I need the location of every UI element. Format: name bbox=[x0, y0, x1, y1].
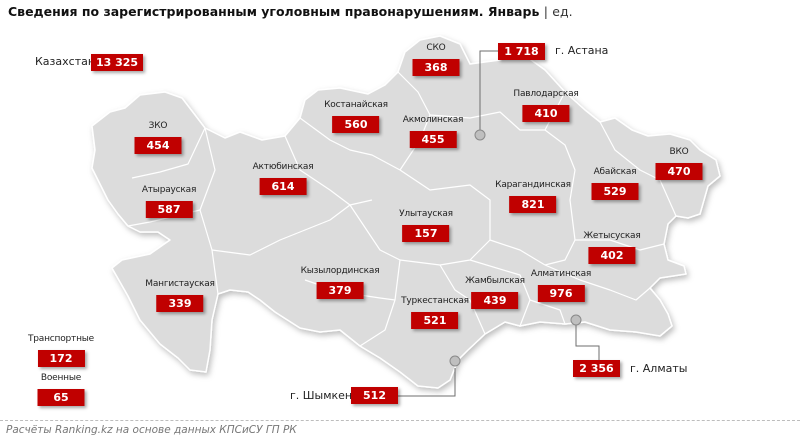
total-label: Казахстан bbox=[35, 55, 96, 68]
region-name: ЗКО bbox=[148, 121, 168, 131]
astana-value-badge: 1 718 bbox=[498, 43, 545, 60]
region-name: Павлодарская bbox=[513, 89, 579, 99]
astana-leader-line bbox=[479, 50, 498, 131]
astana-marker-icon bbox=[474, 129, 486, 141]
region-value-badge: 976 bbox=[537, 285, 585, 302]
region-sko: СКО 368 bbox=[412, 43, 460, 76]
shymkent-label: г. Шымкент bbox=[290, 389, 359, 402]
region-value-badge: 529 bbox=[591, 183, 639, 200]
region-value-badge: 560 bbox=[332, 116, 380, 133]
title-separator: | bbox=[543, 4, 548, 19]
region-mangistau: Мангистауская 339 bbox=[145, 279, 215, 312]
region-value-badge: 455 bbox=[409, 131, 457, 148]
title-unit: ед. bbox=[552, 4, 573, 19]
region-name: СКО bbox=[426, 43, 446, 53]
almaty-label: г. Алматы bbox=[630, 362, 688, 375]
region-value-badge: 402 bbox=[588, 247, 636, 264]
region-value-badge: 587 bbox=[145, 201, 193, 218]
region-zko: ЗКО 454 bbox=[134, 121, 182, 154]
region-value-badge: 821 bbox=[509, 196, 557, 213]
region-name: Жетысуская bbox=[583, 231, 641, 241]
region-almaty-oblast: Алматинская 976 bbox=[531, 269, 591, 302]
region-name: Абайская bbox=[593, 167, 637, 177]
region-name: Мангистауская bbox=[145, 279, 215, 289]
region-ulytau: Улытауская 157 bbox=[399, 209, 453, 242]
almaty-leader-line bbox=[575, 324, 600, 360]
almaty-value-badge: 2 356 bbox=[573, 360, 620, 377]
category-military: Военные 65 bbox=[37, 373, 85, 406]
region-aktobe: Актюбинская 614 bbox=[253, 162, 314, 195]
region-abai: Абайская 529 bbox=[591, 167, 639, 200]
region-akmola: Акмолинская 455 bbox=[402, 115, 464, 148]
region-name: Актюбинская bbox=[252, 162, 314, 172]
shymkent-value-badge: 512 bbox=[351, 387, 398, 404]
region-vko: ВКО 470 bbox=[655, 147, 703, 180]
category-value-badge: 65 bbox=[37, 389, 85, 406]
region-name: Костанайская bbox=[324, 100, 388, 110]
region-value-badge: 454 bbox=[134, 137, 182, 154]
title-text: Сведения по зарегистрированным уголовным… bbox=[8, 4, 540, 19]
region-atyrau: Атырауская 587 bbox=[142, 185, 196, 218]
region-value-badge: 379 bbox=[316, 282, 364, 299]
region-turkestan: Туркестанская 521 bbox=[401, 296, 469, 329]
category-name: Военные bbox=[40, 373, 82, 383]
region-value-badge: 339 bbox=[156, 295, 204, 312]
category-transport: Транспортные 172 bbox=[28, 334, 94, 367]
region-value-badge: 614 bbox=[259, 178, 307, 195]
region-value-badge: 157 bbox=[402, 225, 450, 242]
almaty-marker-icon bbox=[570, 314, 582, 326]
source-note: Расчёты Ranking.kz на основе данных КПСи… bbox=[6, 424, 297, 436]
region-value-badge: 439 bbox=[471, 292, 519, 309]
footer-divider bbox=[0, 420, 800, 421]
page-title: Сведения по зарегистрированным уголовным… bbox=[8, 4, 573, 19]
region-value-badge: 470 bbox=[655, 163, 703, 180]
region-karaganda: Карагандинская 821 bbox=[495, 180, 571, 213]
shymkent-marker-icon bbox=[449, 355, 461, 367]
region-name: Туркестанская bbox=[401, 296, 469, 306]
shymkent-leader-line bbox=[398, 368, 456, 397]
region-name: Карагандинская bbox=[495, 180, 571, 190]
region-kyzylorda: Кызылординская 379 bbox=[301, 266, 380, 299]
region-name: Жамбылская bbox=[465, 276, 525, 286]
region-value-badge: 410 bbox=[522, 105, 570, 122]
region-value-badge: 521 bbox=[411, 312, 459, 329]
region-zhetysu: Жетысуская 402 bbox=[583, 231, 641, 264]
region-name: Улытауская bbox=[399, 209, 453, 219]
category-name: Транспортные bbox=[27, 334, 95, 344]
region-zhambyl: Жамбылская 439 bbox=[465, 276, 525, 309]
region-value-badge: 368 bbox=[412, 59, 460, 76]
region-name: Акмолинская bbox=[402, 115, 464, 125]
region-pavlodar: Павлодарская 410 bbox=[513, 89, 579, 122]
region-kostanay: Костанайская 560 bbox=[324, 100, 388, 133]
astana-label: г. Астана bbox=[555, 44, 609, 57]
region-name: Алматинская bbox=[530, 269, 592, 279]
region-name: ВКО bbox=[669, 147, 689, 157]
region-name: Кызылординская bbox=[300, 266, 380, 276]
category-value-badge: 172 bbox=[37, 350, 85, 367]
region-name: Атырауская bbox=[141, 185, 197, 195]
total-value-badge: 13 325 bbox=[91, 54, 143, 71]
